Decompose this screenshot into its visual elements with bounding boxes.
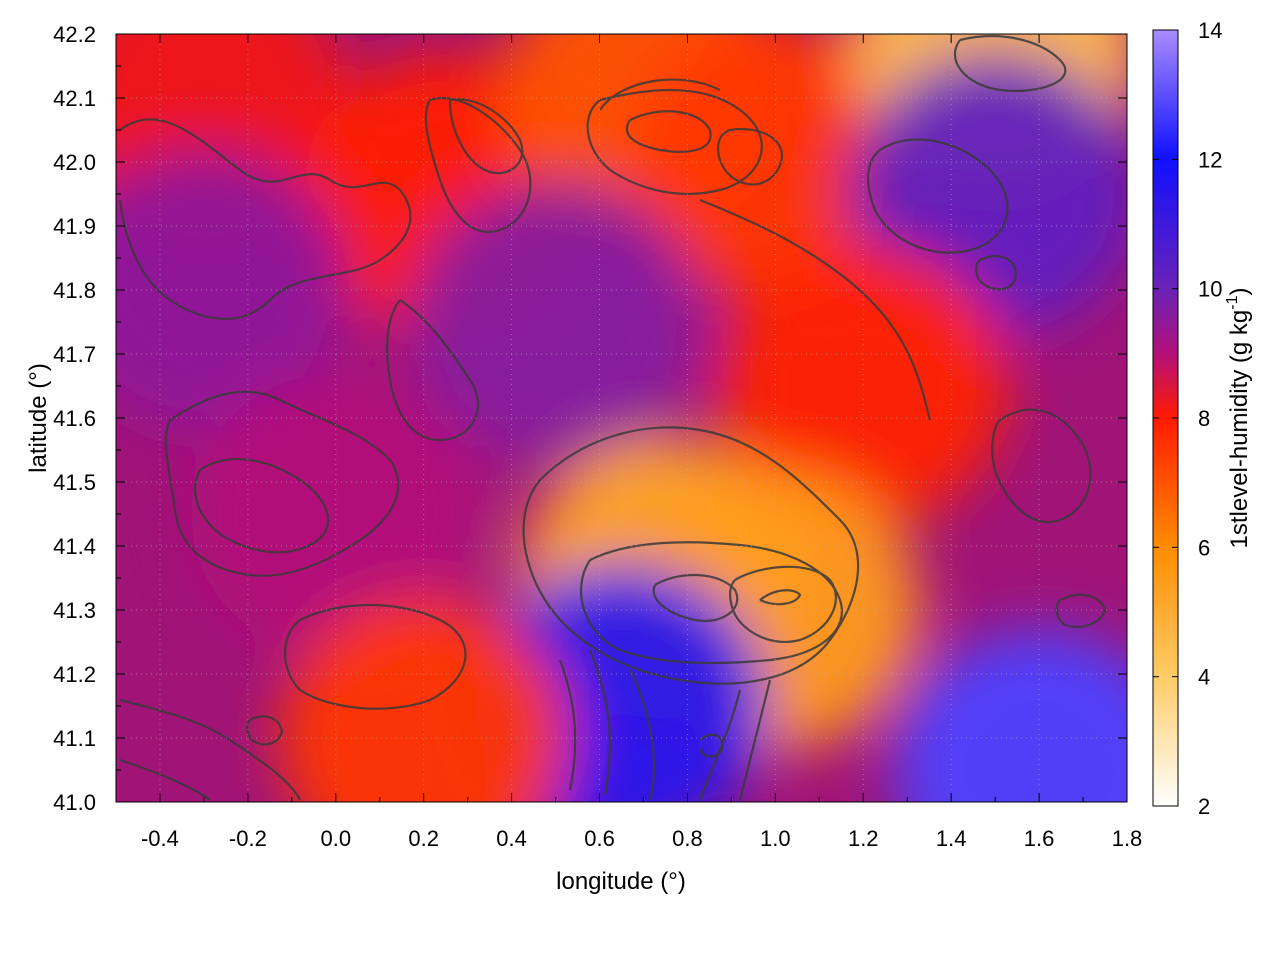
contour-lines <box>118 34 1107 801</box>
colorbar-ticks: 2 4 6 8 10 12 14 <box>1153 18 1222 819</box>
contour-line <box>119 698 301 801</box>
contour-line <box>729 565 837 643</box>
y-tick-label: 41.0 <box>53 790 96 815</box>
heatmap-area <box>116 34 1127 802</box>
contour-line <box>1055 593 1107 628</box>
heat-region <box>718 245 1009 527</box>
contour-line <box>953 34 1067 92</box>
y-tick-label: 41.3 <box>53 598 96 623</box>
y-tick-label: 41.5 <box>53 470 96 495</box>
x-tick-label: 1.0 <box>760 826 791 851</box>
colorbar-tick-label: 4 <box>1198 665 1210 690</box>
contour-line <box>448 98 524 175</box>
colorbar: 2 4 6 8 10 12 14 1stlevel-humidity (g kg-1) <box>1152 18 1253 819</box>
heat-region <box>894 629 1127 802</box>
contour-line <box>522 426 860 685</box>
colorbar-title-close: ) <box>1226 288 1253 296</box>
contour-line <box>625 110 712 153</box>
x-tick-label: 0.8 <box>672 826 703 851</box>
y-tick-label: 42.2 <box>53 22 96 47</box>
contour-line <box>246 715 284 746</box>
y-tick-label: 41.8 <box>53 278 96 303</box>
contour-line <box>652 573 739 623</box>
contour-line <box>385 299 480 442</box>
heat-region <box>116 149 349 431</box>
x-tick-label: -0.2 <box>229 826 267 851</box>
heat-region <box>410 181 701 463</box>
colorbar-tick-label: 10 <box>1198 277 1222 302</box>
y-tick-label: 41.7 <box>53 342 96 367</box>
colorbar-title-main: 1stlevel-humidity (g kg <box>1226 310 1253 549</box>
contour-line <box>599 78 932 421</box>
contour-line <box>580 541 843 665</box>
heatmap-fields <box>116 34 1127 802</box>
y-axis-title: latitude (°) <box>25 363 52 473</box>
colorbar-tick-label: 14 <box>1198 18 1222 43</box>
contour-line <box>558 649 772 801</box>
y-axis: 41.0 41.1 41.2 41.3 41.4 41.5 41.6 41.7 41.8 41.9… <box>53 22 1127 815</box>
colorbar-tick-label: 12 <box>1198 147 1222 172</box>
x-tick-label: 1.2 <box>848 826 879 851</box>
x-tick-label: 0.6 <box>584 826 615 851</box>
contour-line <box>866 138 1009 254</box>
contour-line <box>193 458 330 554</box>
y-tick-label: 41.2 <box>53 662 96 687</box>
y-tick-label: 41.4 <box>53 534 96 559</box>
colorbar-tick-label: 6 <box>1198 535 1210 560</box>
heat-region <box>630 34 921 303</box>
x-tick-label: 0.4 <box>496 826 527 851</box>
contour-line <box>283 603 467 710</box>
contour-line <box>164 390 400 577</box>
y-tick-label: 41.9 <box>53 214 96 239</box>
contour-line <box>759 589 802 606</box>
y-tick-label: 41.1 <box>53 726 96 751</box>
colorbar-title: 1stlevel-humidity (g kg-1) <box>1224 288 1253 549</box>
contour-line <box>975 255 1017 291</box>
x-axis: -0.4 -0.2 0.0 0.2 0.4 0.6 0.8 1.0 1.2 1.4 1.6 1.8 <box>141 34 1142 851</box>
y-tick-label: 42.0 <box>53 150 96 175</box>
y-tick-label: 42.1 <box>53 86 96 111</box>
x-tick-label: 0.2 <box>408 826 439 851</box>
contour-line <box>698 733 724 758</box>
colorbar-title-sup: -1 <box>1224 295 1241 309</box>
contour-line <box>717 127 783 186</box>
contour-line <box>118 118 412 321</box>
x-tick-label: -0.4 <box>141 826 179 851</box>
colorbar-tick-label: 2 <box>1198 794 1210 819</box>
x-tick-label: 1.6 <box>1024 826 1055 851</box>
contour-line <box>424 97 532 233</box>
x-tick-label: 1.8 <box>1112 826 1143 851</box>
contour-line <box>586 88 763 196</box>
colorbar-tick-label: 8 <box>1198 406 1210 431</box>
contour-line <box>991 408 1092 523</box>
x-axis-title: longitude (°) <box>556 868 686 895</box>
y-tick-label: 41.6 <box>53 406 96 431</box>
x-tick-label: 0.0 <box>320 826 351 851</box>
x-tick-label: 1.4 <box>936 826 967 851</box>
